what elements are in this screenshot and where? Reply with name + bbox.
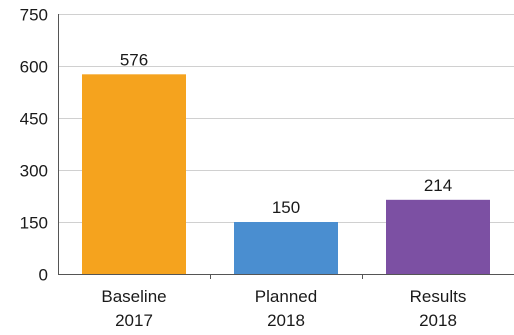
y-tick-label: 750 — [20, 6, 48, 25]
x-tick-label: Results 2018 — [410, 287, 467, 330]
y-tick-label: 150 — [20, 214, 48, 233]
x-axis: Baseline 2017 Planned 2018 Results 2018 — [58, 274, 514, 330]
bar-value-label: 214 — [424, 176, 452, 195]
x-tick-label: Planned 2018 — [255, 287, 317, 330]
y-tick-label: 0 — [39, 266, 48, 285]
bar-value-label: 576 — [120, 50, 148, 69]
bar — [386, 199, 490, 274]
y-axis: 0 150 300 450 600 750 — [20, 6, 59, 285]
bar — [234, 222, 338, 274]
y-tick-label: 300 — [20, 162, 48, 181]
bar — [82, 74, 186, 274]
y-tick-label: 600 — [20, 58, 48, 77]
bar-value-label: 150 — [272, 198, 300, 217]
x-tick-label: Baseline 2017 — [101, 287, 166, 330]
y-tick-label: 450 — [20, 110, 48, 129]
bars: 576 150 214 — [82, 50, 490, 274]
